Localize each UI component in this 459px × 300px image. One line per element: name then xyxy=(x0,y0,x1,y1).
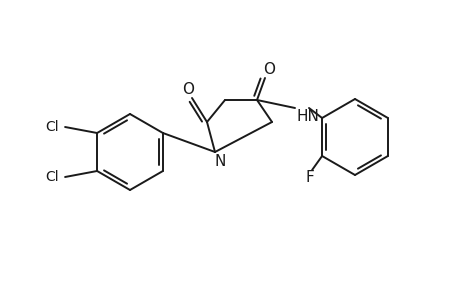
Text: F: F xyxy=(305,170,314,185)
Text: O: O xyxy=(182,82,194,97)
Text: HN: HN xyxy=(297,109,319,124)
Text: Cl: Cl xyxy=(45,120,59,134)
Text: Cl: Cl xyxy=(45,170,59,184)
Text: O: O xyxy=(263,61,274,76)
Text: N: N xyxy=(214,154,225,169)
